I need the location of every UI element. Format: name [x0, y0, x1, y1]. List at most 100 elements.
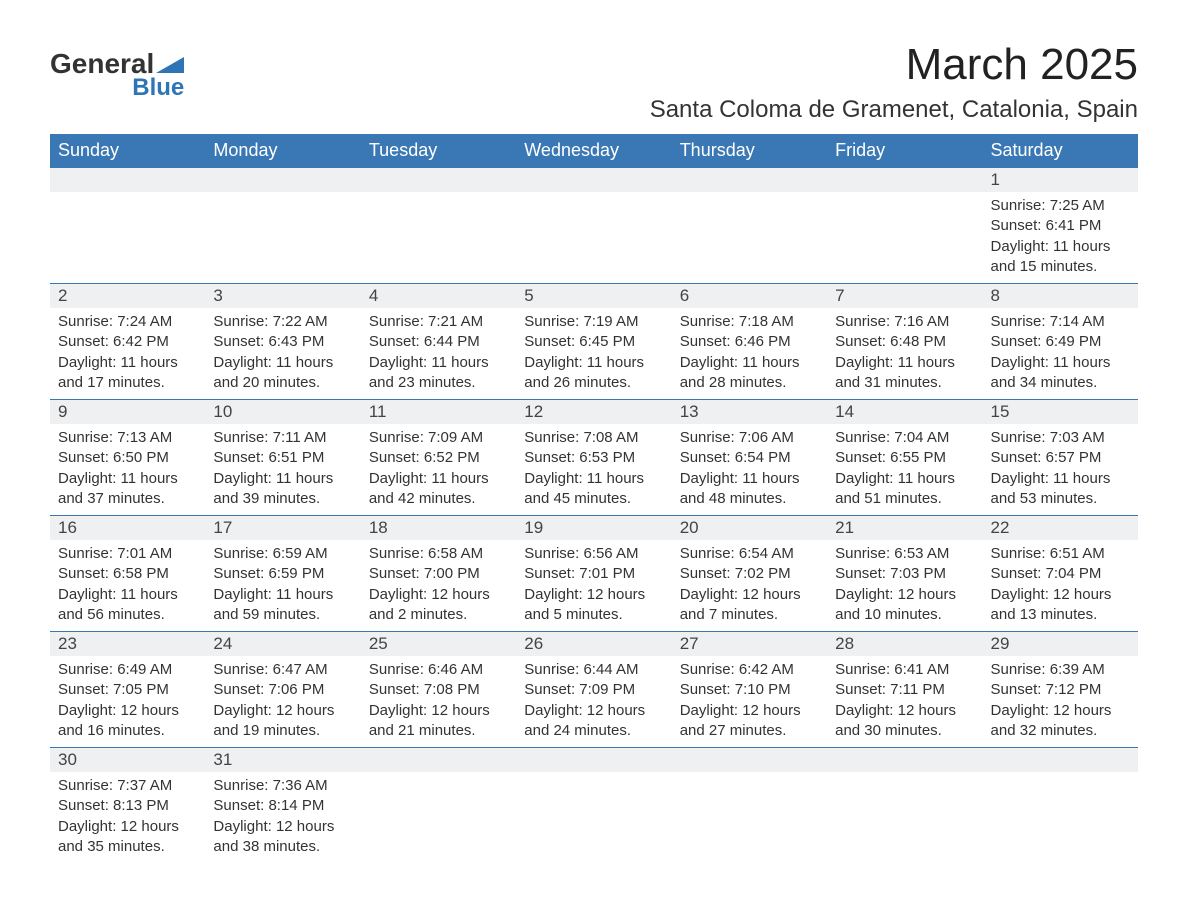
day-line-d2: and 27 minutes.	[680, 721, 819, 741]
day-data: Sunrise: 7:14 AMSunset: 6:49 PMDaylight:…	[983, 308, 1138, 399]
day-number: 16	[50, 516, 205, 540]
day-line-d1: Daylight: 12 hours	[835, 585, 974, 605]
day-data: Sunrise: 7:24 AMSunset: 6:42 PMDaylight:…	[50, 308, 205, 399]
day-line-d1: Daylight: 12 hours	[58, 817, 197, 837]
day-line-d1: Daylight: 11 hours	[58, 585, 197, 605]
month-title: March 2025	[650, 40, 1138, 90]
day-line-d1: Daylight: 11 hours	[213, 585, 352, 605]
day-line-d2: and 35 minutes.	[58, 837, 197, 857]
day-line-ss: Sunset: 6:46 PM	[680, 332, 819, 352]
day-line-d2: and 28 minutes.	[680, 373, 819, 393]
calendar-header-row: SundayMondayTuesdayWednesdayThursdayFrid…	[50, 134, 1138, 168]
day-line-d2: and 7 minutes.	[680, 605, 819, 625]
day-data: Sunrise: 7:21 AMSunset: 6:44 PMDaylight:…	[361, 308, 516, 399]
day-line-d2: and 37 minutes.	[58, 489, 197, 509]
day-data	[205, 192, 360, 202]
day-data: Sunrise: 7:16 AMSunset: 6:48 PMDaylight:…	[827, 308, 982, 399]
day-line-sr: Sunrise: 7:03 AM	[991, 428, 1130, 448]
day-line-sr: Sunrise: 6:56 AM	[524, 544, 663, 564]
day-number: 24	[205, 632, 360, 656]
day-number: 18	[361, 516, 516, 540]
day-data	[827, 192, 982, 202]
day-line-d1: Daylight: 12 hours	[524, 585, 663, 605]
day-line-ss: Sunset: 6:43 PM	[213, 332, 352, 352]
day-data	[983, 772, 1138, 782]
day-line-sr: Sunrise: 7:36 AM	[213, 776, 352, 796]
day-line-d2: and 26 minutes.	[524, 373, 663, 393]
day-line-sr: Sunrise: 6:51 AM	[991, 544, 1130, 564]
day-number: 20	[672, 516, 827, 540]
day-number	[50, 168, 205, 192]
day-line-d1: Daylight: 12 hours	[213, 817, 352, 837]
day-line-sr: Sunrise: 7:08 AM	[524, 428, 663, 448]
day-line-sr: Sunrise: 7:01 AM	[58, 544, 197, 564]
day-number	[672, 748, 827, 772]
day-line-ss: Sunset: 6:59 PM	[213, 564, 352, 584]
day-line-sr: Sunrise: 7:16 AM	[835, 312, 974, 332]
day-line-sr: Sunrise: 7:13 AM	[58, 428, 197, 448]
day-line-d2: and 59 minutes.	[213, 605, 352, 625]
day-line-d1: Daylight: 11 hours	[991, 237, 1130, 257]
day-number: 11	[361, 400, 516, 424]
day-number: 5	[516, 284, 671, 308]
day-number	[516, 168, 671, 192]
day-header: Sunday	[50, 134, 205, 168]
day-data: Sunrise: 7:22 AMSunset: 6:43 PMDaylight:…	[205, 308, 360, 399]
day-line-sr: Sunrise: 6:58 AM	[369, 544, 508, 564]
day-number: 1	[983, 168, 1138, 192]
day-header: Saturday	[983, 134, 1138, 168]
day-number: 26	[516, 632, 671, 656]
header: General Blue March 2025 Santa Coloma de …	[50, 40, 1138, 124]
day-data: Sunrise: 6:59 AMSunset: 6:59 PMDaylight:…	[205, 540, 360, 631]
day-data: Sunrise: 7:19 AMSunset: 6:45 PMDaylight:…	[516, 308, 671, 399]
day-data: Sunrise: 6:54 AMSunset: 7:02 PMDaylight:…	[672, 540, 827, 631]
day-number: 2	[50, 284, 205, 308]
day-data: Sunrise: 7:25 AMSunset: 6:41 PMDaylight:…	[983, 192, 1138, 283]
day-data: Sunrise: 6:49 AMSunset: 7:05 PMDaylight:…	[50, 656, 205, 747]
day-line-d1: Daylight: 11 hours	[835, 469, 974, 489]
day-data: Sunrise: 6:58 AMSunset: 7:00 PMDaylight:…	[361, 540, 516, 631]
day-data: Sunrise: 6:44 AMSunset: 7:09 PMDaylight:…	[516, 656, 671, 747]
day-line-sr: Sunrise: 7:14 AM	[991, 312, 1130, 332]
day-line-d2: and 5 minutes.	[524, 605, 663, 625]
day-line-d2: and 56 minutes.	[58, 605, 197, 625]
day-data: Sunrise: 7:11 AMSunset: 6:51 PMDaylight:…	[205, 424, 360, 515]
day-number	[983, 748, 1138, 772]
day-data	[361, 772, 516, 782]
day-line-d1: Daylight: 12 hours	[524, 701, 663, 721]
day-line-d1: Daylight: 11 hours	[213, 353, 352, 373]
day-data: Sunrise: 6:42 AMSunset: 7:10 PMDaylight:…	[672, 656, 827, 747]
day-line-d1: Daylight: 12 hours	[835, 701, 974, 721]
day-line-sr: Sunrise: 7:11 AM	[213, 428, 352, 448]
day-data: Sunrise: 6:51 AMSunset: 7:04 PMDaylight:…	[983, 540, 1138, 631]
day-line-d2: and 24 minutes.	[524, 721, 663, 741]
day-line-sr: Sunrise: 6:44 AM	[524, 660, 663, 680]
day-line-ss: Sunset: 6:51 PM	[213, 448, 352, 468]
day-data: Sunrise: 7:06 AMSunset: 6:54 PMDaylight:…	[672, 424, 827, 515]
day-line-sr: Sunrise: 7:25 AM	[991, 196, 1130, 216]
day-line-sr: Sunrise: 7:21 AM	[369, 312, 508, 332]
day-line-ss: Sunset: 7:03 PM	[835, 564, 974, 584]
day-data: Sunrise: 6:41 AMSunset: 7:11 PMDaylight:…	[827, 656, 982, 747]
day-number: 15	[983, 400, 1138, 424]
day-number: 25	[361, 632, 516, 656]
day-header: Friday	[827, 134, 982, 168]
day-line-d1: Daylight: 11 hours	[835, 353, 974, 373]
day-number	[827, 748, 982, 772]
day-line-ss: Sunset: 7:04 PM	[991, 564, 1130, 584]
day-line-sr: Sunrise: 7:37 AM	[58, 776, 197, 796]
day-line-d1: Daylight: 11 hours	[991, 353, 1130, 373]
day-number	[205, 168, 360, 192]
day-line-ss: Sunset: 7:05 PM	[58, 680, 197, 700]
day-line-d2: and 15 minutes.	[991, 257, 1130, 277]
day-line-d2: and 2 minutes.	[369, 605, 508, 625]
day-data: Sunrise: 6:47 AMSunset: 7:06 PMDaylight:…	[205, 656, 360, 747]
day-number: 31	[205, 748, 360, 772]
day-data	[672, 192, 827, 202]
day-line-sr: Sunrise: 6:46 AM	[369, 660, 508, 680]
day-line-d1: Daylight: 12 hours	[991, 585, 1130, 605]
day-number: 17	[205, 516, 360, 540]
day-data: Sunrise: 7:04 AMSunset: 6:55 PMDaylight:…	[827, 424, 982, 515]
day-number: 10	[205, 400, 360, 424]
day-line-d2: and 39 minutes.	[213, 489, 352, 509]
